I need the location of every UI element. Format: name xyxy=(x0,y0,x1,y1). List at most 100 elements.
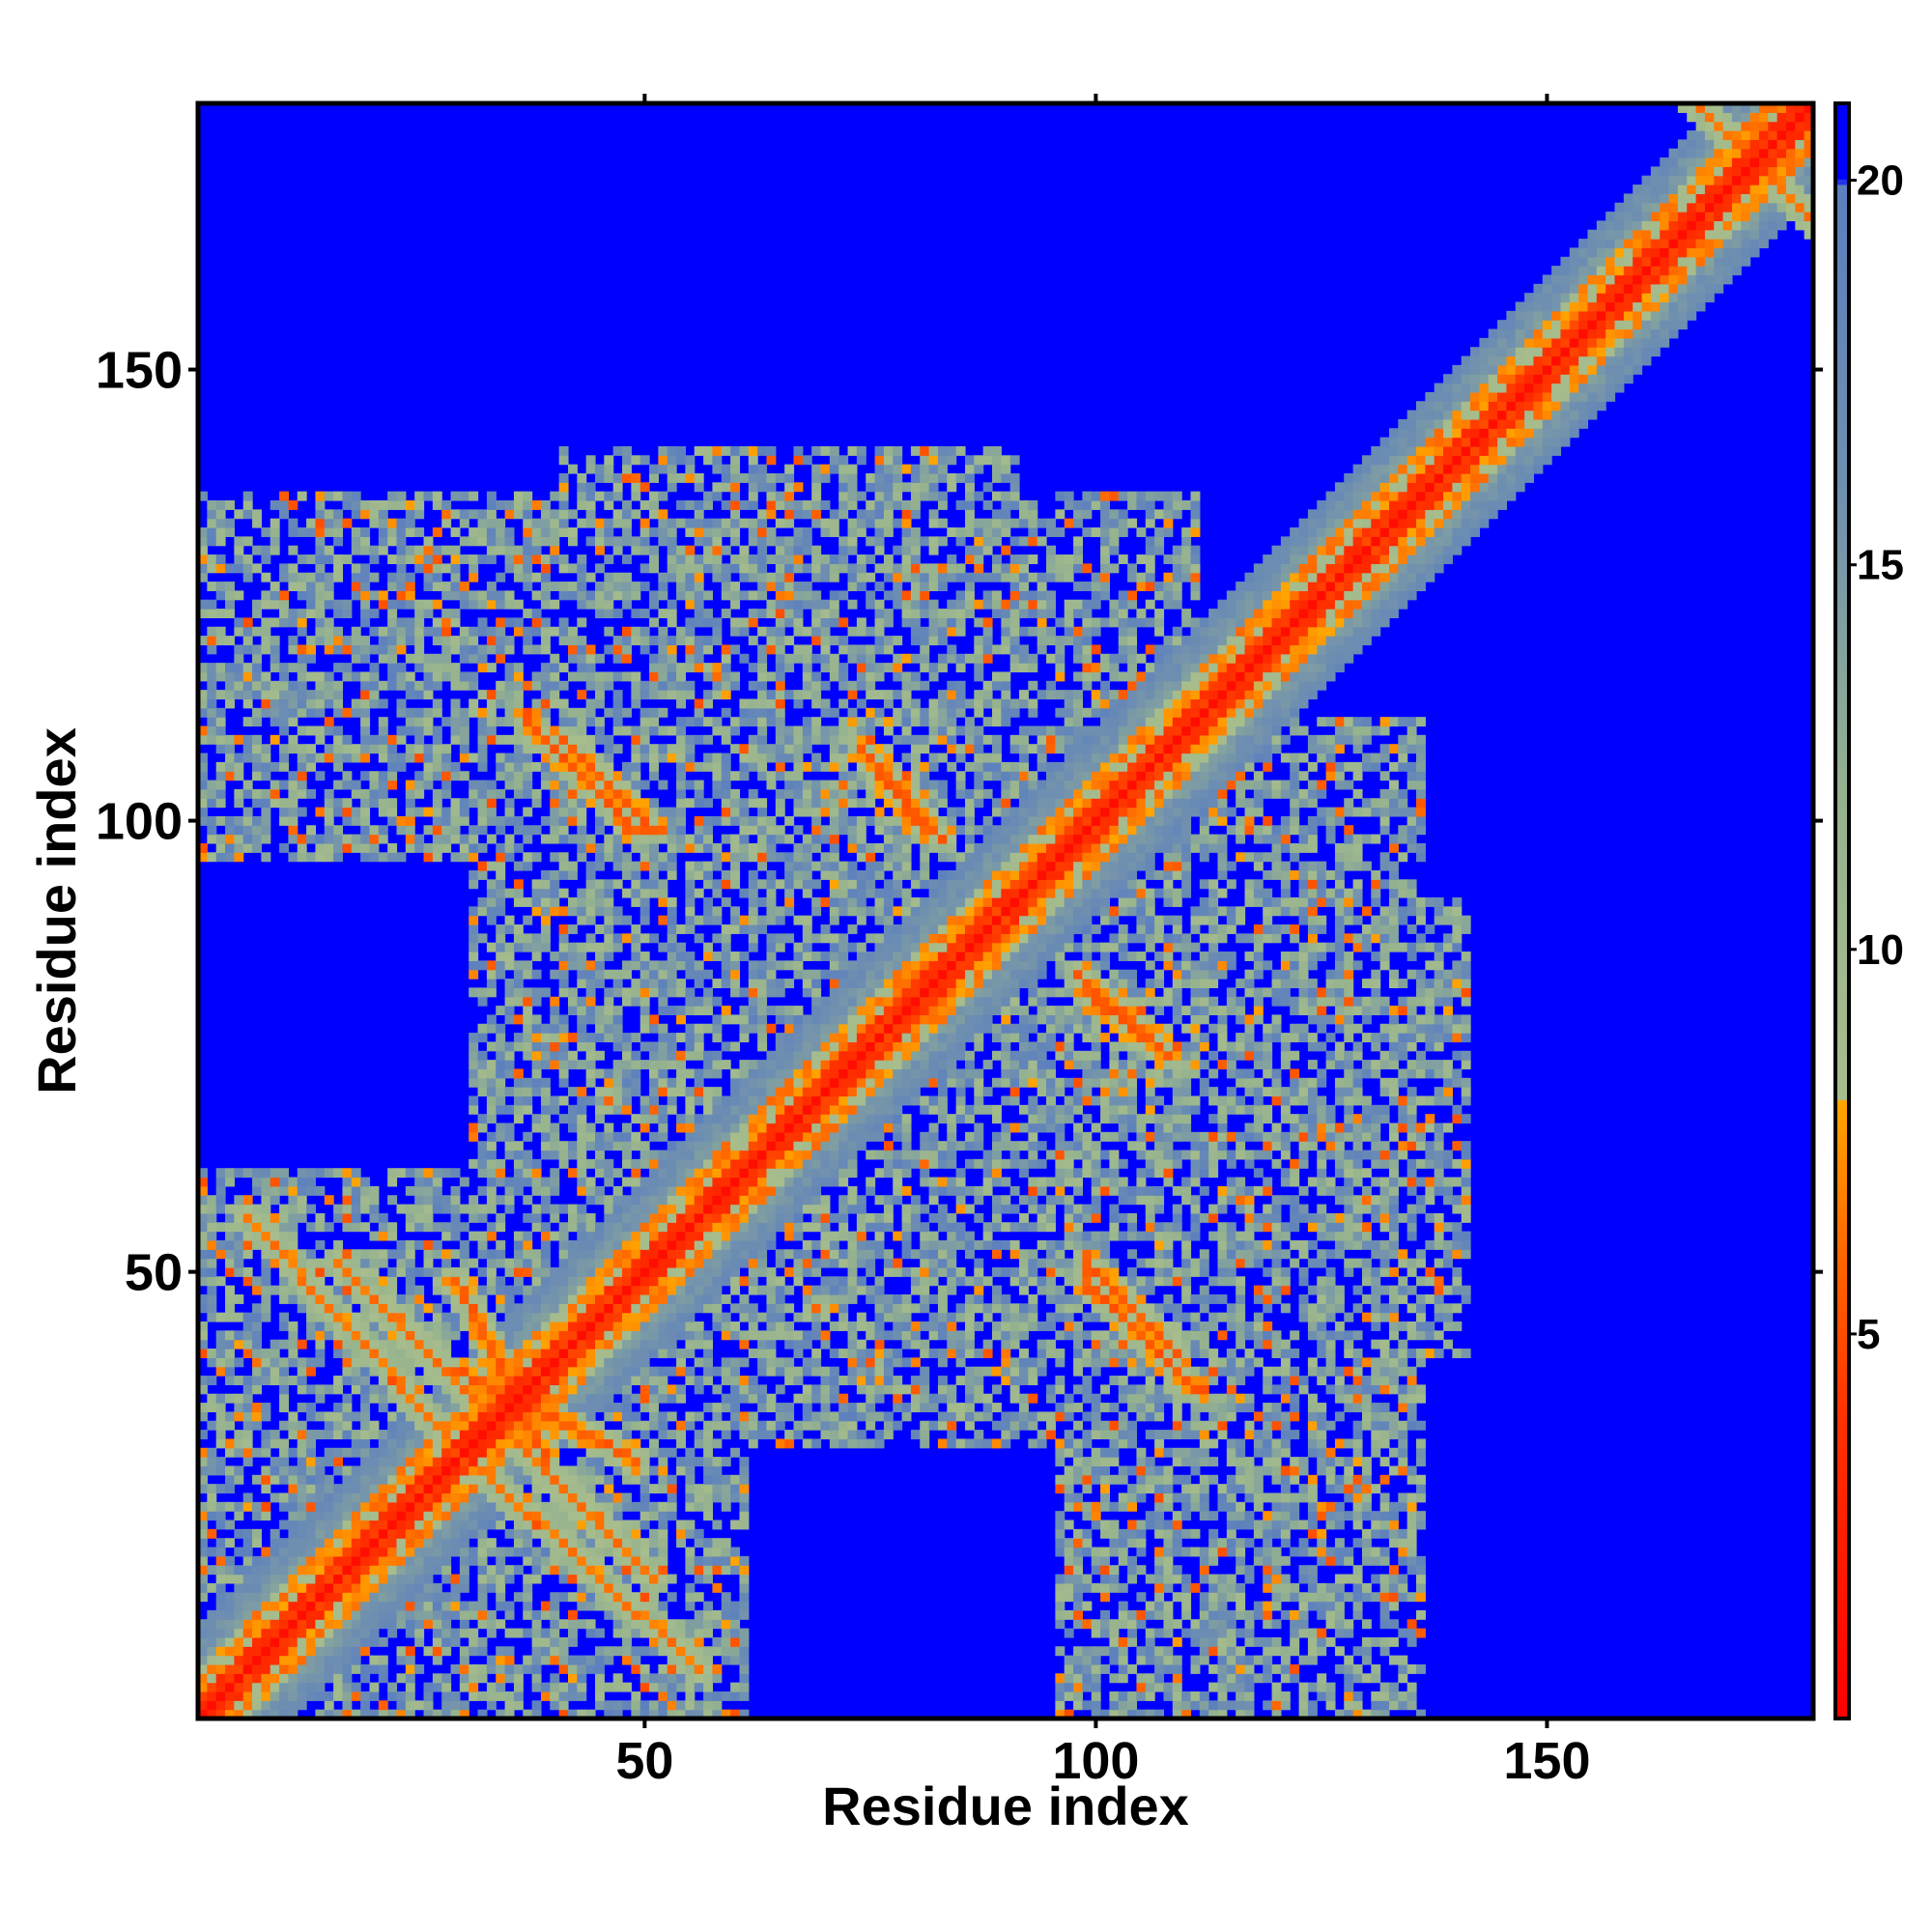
heatmap-cell xyxy=(567,788,578,799)
heatmap-cell xyxy=(351,1492,361,1503)
heatmap-cell xyxy=(496,1087,506,1097)
heatmap-cell xyxy=(215,1690,226,1701)
heatmap-cell xyxy=(604,599,614,610)
heatmap-cell xyxy=(486,599,497,610)
heatmap-cell xyxy=(306,834,317,844)
heatmap-cell xyxy=(577,1555,587,1566)
heatmap-cell xyxy=(631,636,641,646)
heatmap-cell xyxy=(577,1538,587,1548)
heatmap-cell xyxy=(540,1077,551,1088)
heatmap-cell xyxy=(297,626,307,637)
heatmap-cell xyxy=(414,707,425,718)
heatmap-cell xyxy=(360,753,371,763)
heatmap-cell xyxy=(423,771,434,781)
heatmap-cell xyxy=(639,1095,650,1106)
heatmap-cell xyxy=(279,1438,290,1449)
heatmap-cell xyxy=(423,1177,434,1187)
heatmap-cell xyxy=(486,626,497,637)
heatmap-cell xyxy=(504,1690,515,1701)
heatmap-cell xyxy=(531,744,542,754)
heatmap-cell xyxy=(496,1673,506,1684)
heatmap-cell xyxy=(513,1663,524,1674)
heatmap-cell xyxy=(594,896,605,907)
heatmap-cell xyxy=(360,1447,371,1458)
heatmap-cell xyxy=(612,1014,623,1025)
heatmap-cell xyxy=(242,1249,253,1260)
heatmap-cell xyxy=(631,482,641,493)
heatmap-cell xyxy=(676,1276,686,1287)
heatmap-cell xyxy=(649,852,659,863)
heatmap-cell xyxy=(423,825,434,836)
heatmap-cell xyxy=(676,671,686,682)
heatmap-cell xyxy=(612,771,623,781)
heatmap-cell xyxy=(378,1520,388,1530)
heatmap-cell xyxy=(694,1384,704,1395)
heatmap-cell xyxy=(604,1492,614,1503)
heatmap-cell xyxy=(594,1547,605,1557)
heatmap-cell xyxy=(523,1592,533,1603)
heatmap-cell xyxy=(315,609,326,619)
heatmap-cell xyxy=(315,1555,326,1566)
heatmap-cell xyxy=(649,1060,659,1070)
heatmap-cell xyxy=(215,1195,226,1206)
heatmap-cell xyxy=(577,1285,587,1295)
heatmap-cell xyxy=(667,445,677,456)
heatmap-cell xyxy=(405,1492,415,1503)
heatmap-cell xyxy=(234,590,244,601)
heatmap-cell xyxy=(550,582,560,591)
heatmap-cell xyxy=(234,1465,244,1476)
heatmap-cell xyxy=(360,1420,371,1431)
heatmap-cell xyxy=(585,698,596,709)
heatmap-cell xyxy=(432,1709,442,1719)
heatmap-cell xyxy=(622,554,632,564)
heatmap-cell xyxy=(513,1511,524,1521)
heatmap-cell xyxy=(513,1457,524,1467)
heatmap-cell xyxy=(423,707,434,718)
heatmap-cell xyxy=(270,636,280,646)
heatmap-cell xyxy=(423,753,434,763)
heatmap-cell xyxy=(432,1438,442,1449)
heatmap-cell xyxy=(432,725,442,736)
heatmap-cell xyxy=(577,1474,587,1485)
heatmap-cell xyxy=(612,1700,623,1711)
heatmap-cell xyxy=(242,1420,253,1431)
heatmap-cell xyxy=(604,1457,614,1467)
heatmap-cell xyxy=(513,1068,524,1079)
heatmap-cell xyxy=(198,1673,208,1684)
heatmap-cell xyxy=(306,609,317,619)
heatmap-cell xyxy=(207,663,217,673)
heatmap-cell xyxy=(252,509,262,520)
heatmap-cell xyxy=(513,491,524,501)
heatmap-cell xyxy=(279,499,290,510)
heatmap-cell xyxy=(496,861,506,871)
heatmap-cell xyxy=(234,1663,244,1674)
heatmap-cell xyxy=(405,788,415,799)
heatmap-cell xyxy=(622,653,632,664)
heatmap-cell xyxy=(486,1077,497,1088)
heatmap-cell xyxy=(639,1663,650,1674)
heatmap-cell xyxy=(658,663,668,673)
heatmap-cell xyxy=(315,1266,326,1277)
heatmap-cell xyxy=(496,1474,506,1485)
heatmap-cell xyxy=(513,617,524,628)
heatmap-cell xyxy=(469,1547,479,1557)
heatmap-cell xyxy=(486,1060,497,1070)
heatmap-cell xyxy=(667,536,677,547)
heatmap-cell xyxy=(658,1565,668,1576)
heatmap-cell xyxy=(558,744,569,754)
heatmap-cell xyxy=(577,896,587,907)
heatmap-cell xyxy=(387,1430,398,1440)
heatmap-cell xyxy=(567,1492,578,1503)
heatmap-cell xyxy=(658,1520,668,1530)
heatmap-cell xyxy=(242,1655,253,1665)
heatmap-cell xyxy=(396,1565,407,1576)
heatmap-cell xyxy=(622,1339,632,1350)
heatmap-cell xyxy=(396,1646,407,1657)
heatmap-cell xyxy=(242,1682,253,1692)
heatmap-cell xyxy=(351,1339,361,1350)
heatmap-cell xyxy=(333,1266,344,1277)
heatmap-cell xyxy=(540,572,551,582)
heatmap-cell xyxy=(531,680,542,691)
heatmap-cell xyxy=(622,509,632,520)
heatmap-cell xyxy=(550,1023,560,1034)
